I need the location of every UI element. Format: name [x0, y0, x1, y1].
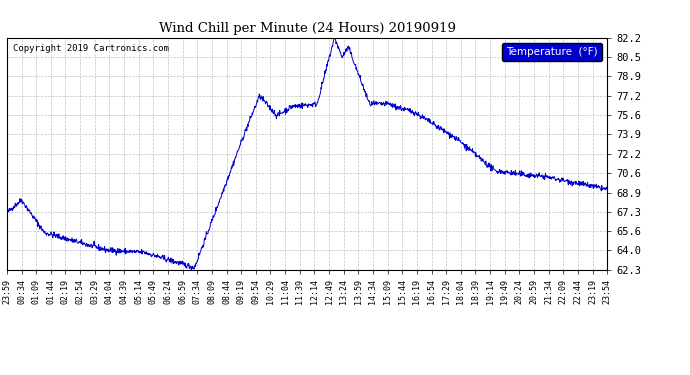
Text: Copyright 2019 Cartronics.com: Copyright 2019 Cartronics.com: [13, 45, 169, 54]
Title: Wind Chill per Minute (24 Hours) 20190919: Wind Chill per Minute (24 Hours) 2019091…: [159, 22, 455, 35]
Legend: Temperature  (°F): Temperature (°F): [502, 43, 602, 61]
